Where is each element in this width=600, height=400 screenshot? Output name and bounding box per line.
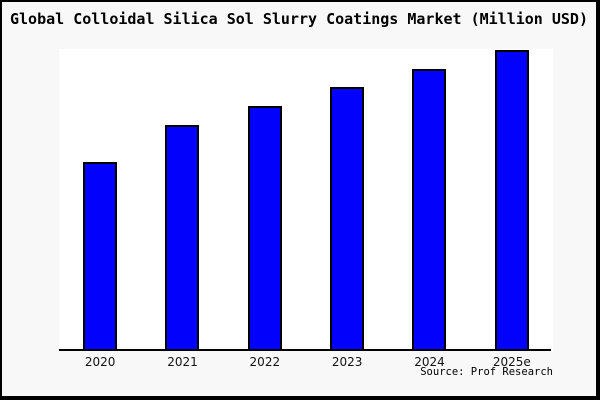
bar-slot — [141, 49, 223, 351]
bar-2022 — [247, 106, 282, 351]
bar-slot — [388, 49, 470, 351]
x-tick-label-2023: 2023 — [331, 355, 363, 369]
x-axis-line — [59, 349, 551, 351]
bar-slot — [471, 49, 553, 351]
bar-2021 — [165, 125, 200, 351]
bar-2023 — [330, 87, 365, 351]
x-tick-label-2025e: 2025e — [492, 355, 531, 369]
source-credit: Source: Prof Research — [420, 366, 553, 378]
bar-2024 — [412, 68, 447, 351]
x-axis-tick-labels: 2020 2021 2022 2023 2024 2025e — [59, 355, 553, 369]
bar-slot — [224, 49, 306, 351]
plot-area — [59, 49, 553, 351]
bar-2025e — [494, 49, 529, 351]
chart-title: Global Colloidal Silica Sol Slurry Coati… — [10, 10, 588, 28]
x-tick-label-2022: 2022 — [249, 355, 281, 369]
bar-slot — [306, 49, 388, 351]
bar-slot — [59, 49, 141, 351]
bar-2020 — [83, 161, 118, 351]
x-tick-label-2021: 2021 — [167, 355, 198, 369]
bars-container — [59, 49, 553, 351]
x-tick-label-2020: 2020 — [84, 355, 116, 369]
x-tick-label-2024: 2024 — [414, 355, 445, 369]
